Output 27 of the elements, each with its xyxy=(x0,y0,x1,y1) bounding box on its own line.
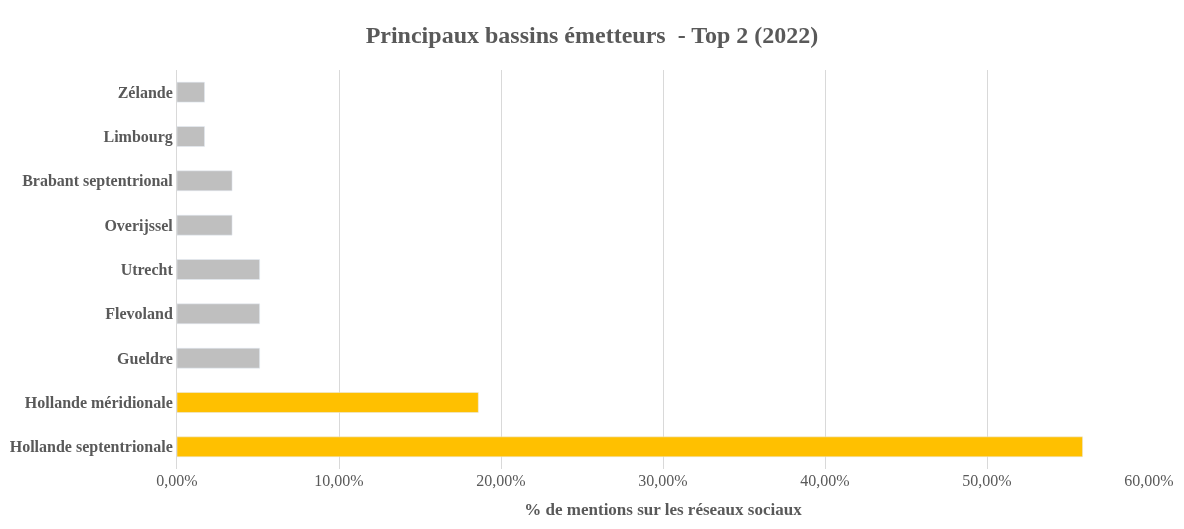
bar xyxy=(177,170,233,192)
bar xyxy=(177,347,260,369)
bar xyxy=(177,81,205,103)
y-tick-label: Hollande septentrionale xyxy=(9,438,173,457)
y-tick-label: Hollande méridionale xyxy=(24,394,173,412)
y-tick-label: Gueldre xyxy=(117,349,173,367)
bar xyxy=(177,436,1083,458)
bar xyxy=(177,303,260,325)
bar xyxy=(177,392,479,413)
x-tick-label: 60,00% xyxy=(1124,472,1174,489)
x-tick-label: 0,00% xyxy=(156,472,198,489)
chart-title: Principaux bassins émetteurs - Top 2 (2022) xyxy=(365,22,819,49)
bar xyxy=(177,259,260,280)
x-tick-label: 30,00% xyxy=(638,472,688,489)
y-tick-label: Limbourg xyxy=(103,128,173,147)
x-tick-label: 50,00% xyxy=(962,472,1012,489)
y-tick-label: Overijssel xyxy=(104,216,174,235)
x-axis-title: % de mentions sur les réseaux sociaux xyxy=(524,500,803,520)
x-tick-label: 40,00% xyxy=(800,472,850,489)
y-tick-label: Utrecht xyxy=(120,261,174,279)
y-tick-label: Flevoland xyxy=(105,305,173,323)
x-tick-label: 10,00% xyxy=(314,472,364,489)
bar xyxy=(177,126,205,147)
y-tick-label: Zélande xyxy=(117,83,173,101)
bar xyxy=(177,214,233,236)
x-tick-label: 20,00% xyxy=(476,472,526,489)
y-tick-label: Brabant septentrional xyxy=(22,172,174,191)
